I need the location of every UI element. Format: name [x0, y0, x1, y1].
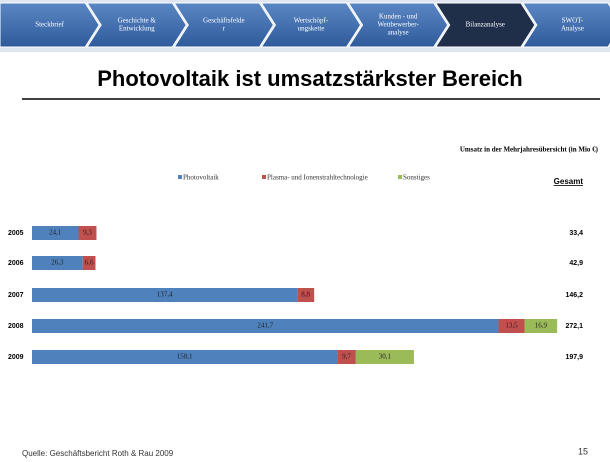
nav-chevron	[347, 2, 449, 48]
nav-chevron	[86, 2, 187, 48]
nav-label: analyse	[388, 29, 409, 37]
chart-subtitle: Umsatz in der Mehrjahresübersicht (in Mi…	[460, 146, 599, 154]
bar-segment	[297, 288, 315, 302]
nav-label: Entwicklung	[119, 25, 155, 33]
nav-label: Analyse	[561, 25, 584, 33]
data-label: 13,5	[505, 322, 518, 330]
data-label: 137,4	[157, 291, 173, 299]
legend-swatch	[262, 175, 266, 179]
bar-segment	[78, 226, 97, 240]
category-label: 2006	[8, 260, 24, 267]
category-label: 2007	[8, 292, 24, 299]
plot: 2005 24,1 9,3 33,4 2006 26,3 6,6 42,9 2007 137,4 8…	[8, 226, 583, 364]
nav-chevron	[434, 2, 536, 48]
nav-label: ungskette	[298, 25, 325, 33]
data-label: 241,7	[257, 322, 273, 330]
bar-segment	[32, 288, 298, 302]
bar-segment	[32, 319, 499, 333]
nav-label: r	[223, 25, 226, 33]
bar-segment	[82, 256, 96, 270]
nav-label: Geschichte &	[118, 17, 157, 25]
totals-header: Gesamt	[554, 177, 584, 186]
total-label: 33,4	[569, 230, 583, 237]
nav-chevron	[0, 2, 100, 48]
bar-segment	[337, 350, 356, 364]
category-label: 2005	[8, 230, 24, 237]
legend-label: Sonstiges	[403, 174, 430, 182]
page-number: 15	[578, 446, 588, 456]
data-label: 9,7	[342, 353, 351, 361]
bar-segment	[355, 350, 414, 364]
slide-title: Photovoltaik ist umsatzstärkster Bereich	[97, 66, 522, 91]
legend-label: Photovoltaik	[183, 174, 219, 182]
nav-label: Geschäftsfelde	[203, 17, 245, 25]
nav-label: Kunden - und	[379, 13, 418, 21]
data-label: 6,6	[85, 259, 94, 267]
data-label: 9,3	[83, 229, 92, 237]
nav-chevron	[260, 2, 362, 48]
legend-swatch	[178, 175, 182, 179]
data-label: 30,1	[379, 353, 392, 361]
total-label: 272,1	[565, 323, 583, 330]
nav-label: Wettbewerber-	[378, 21, 420, 29]
legend: Photovoltaik Plasma- und Ionenstrahltechn…	[178, 174, 430, 182]
legend-swatch	[398, 175, 402, 179]
source: Quelle: Geschäftsbericht Roth & Rau 2009	[22, 449, 174, 458]
bar-segment	[32, 256, 83, 270]
category-label: 2009	[8, 354, 24, 361]
legend-label: Plasma- und Ionenstrahltechnologie	[267, 174, 368, 182]
total-label: 146,2	[565, 292, 583, 299]
total-label: 197,9	[565, 354, 583, 361]
data-label: 24,1	[49, 229, 62, 237]
nav-label: SWOT-	[562, 17, 584, 25]
bar-segment	[32, 226, 79, 240]
total-label: 42,9	[569, 260, 583, 267]
data-label: 26,3	[51, 259, 64, 267]
nav-label: Wertschöpf-	[294, 17, 329, 25]
bar-segment	[524, 319, 558, 333]
nav-chevron	[173, 2, 275, 48]
bar-segment	[498, 319, 525, 333]
nav-label: Bilanzanalyse	[466, 21, 505, 29]
category-label: 2008	[8, 323, 24, 330]
data-label: 158,1	[177, 353, 193, 361]
bar-segment	[32, 350, 338, 364]
data-label: 16,9	[535, 322, 548, 330]
nav-label: Steckbrief	[35, 21, 64, 29]
data-label: 8,8	[301, 291, 310, 299]
nav: Steckbrief Geschichte &Entwicklung Geschäf…	[0, 2, 610, 48]
nav-chevron	[521, 2, 610, 48]
